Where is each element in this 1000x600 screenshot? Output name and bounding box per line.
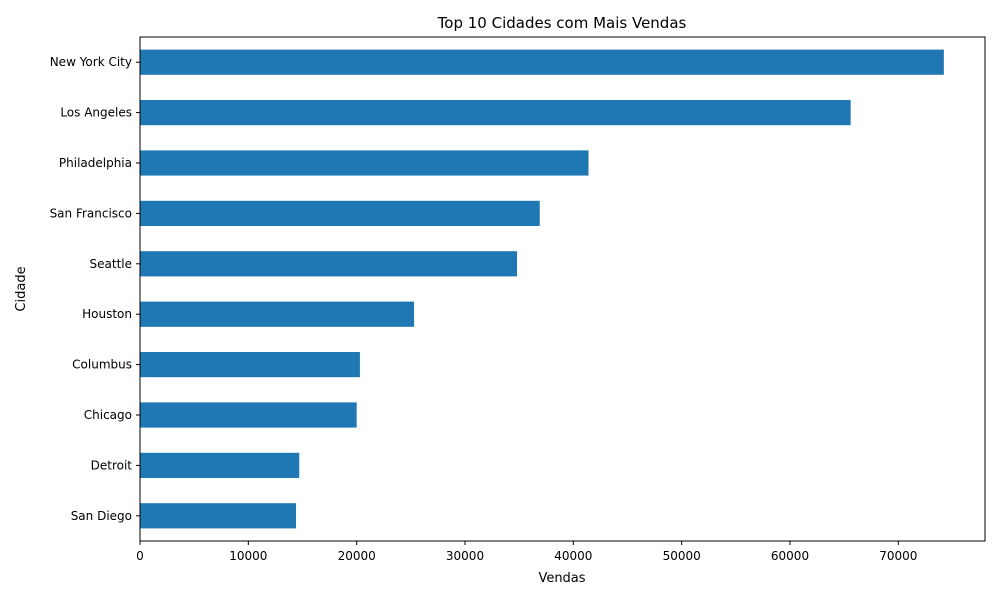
- bar-san-diego: [140, 503, 296, 529]
- bar-columbus: [140, 352, 360, 378]
- y-tick-label: Los Angeles: [60, 106, 132, 120]
- x-axis-label: Vendas: [538, 571, 585, 586]
- bar-detroit: [140, 452, 300, 478]
- y-axis-ticks: New York City Los Angeles Philadelphia San …: [50, 55, 140, 523]
- x-tick-label: 30000: [446, 549, 484, 563]
- bar-los-angeles: [140, 100, 851, 126]
- y-tick-label: Chicago: [84, 408, 132, 422]
- y-tick-label: New York City: [50, 55, 132, 69]
- bar-houston: [140, 301, 415, 327]
- y-tick-label: Columbus: [72, 358, 132, 372]
- x-tick-label: 60000: [771, 549, 809, 563]
- plot-frame: [139, 36, 986, 542]
- x-tick-label: 50000: [663, 549, 701, 563]
- y-tick-label: San Diego: [71, 509, 132, 523]
- y-axis-label: Cidade: [14, 266, 29, 311]
- y-tick-label: Philadelphia: [59, 156, 132, 170]
- x-axis-ticks: 0 10000 20000 30000 40000 50000 60000 70000: [136, 541, 917, 563]
- bar-san-francisco: [140, 200, 540, 226]
- bars-group: [140, 49, 944, 529]
- bar-new-york-city: [140, 49, 944, 75]
- y-tick-label: San Francisco: [50, 206, 132, 220]
- y-tick-label: Seattle: [90, 257, 132, 271]
- x-tick-label: 20000: [338, 549, 376, 563]
- x-tick-label: 40000: [554, 549, 592, 563]
- bar-philadelphia: [140, 150, 589, 176]
- chart-title: Top 10 Cidades com Mais Vendas: [437, 14, 687, 32]
- bar-seattle: [140, 251, 517, 277]
- y-tick-label: Houston: [82, 307, 132, 321]
- x-tick-label: 10000: [229, 549, 267, 563]
- x-tick-label: 70000: [879, 549, 917, 563]
- bar-chicago: [140, 402, 357, 428]
- y-tick-label: Detroit: [91, 458, 133, 472]
- x-tick-label: 0: [136, 549, 144, 563]
